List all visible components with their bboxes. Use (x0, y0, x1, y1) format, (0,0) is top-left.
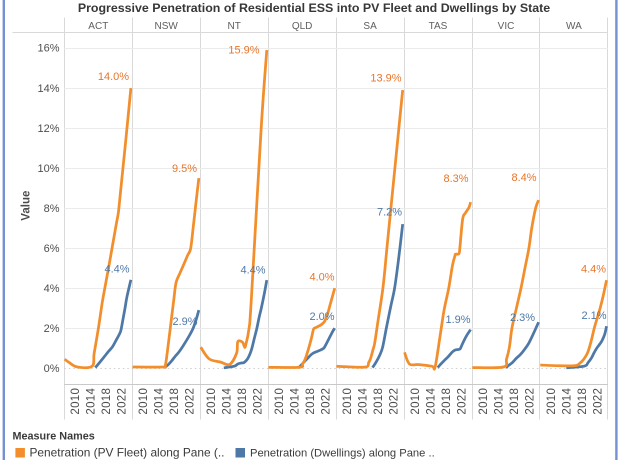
svg-text:0%: 0% (44, 363, 60, 375)
svg-text:2.0%: 2.0% (309, 311, 334, 323)
svg-text:2.3%: 2.3% (510, 312, 535, 324)
svg-text:4.4%: 4.4% (104, 263, 129, 275)
svg-text:2010: 2010 (546, 388, 558, 415)
svg-text:WA: WA (566, 21, 582, 32)
svg-text:SA: SA (363, 21, 377, 32)
svg-text:13.9%: 13.9% (370, 72, 401, 84)
svg-text:2018: 2018 (373, 388, 385, 415)
svg-text:2018: 2018 (237, 388, 249, 415)
svg-text:2014: 2014 (493, 388, 505, 415)
svg-text:10%: 10% (37, 163, 59, 175)
svg-text:Progressive Penetration of Res: Progressive Penetration of Residential E… (78, 1, 550, 15)
svg-text:2010: 2010 (138, 388, 150, 415)
svg-text:6%: 6% (44, 243, 60, 255)
svg-text:2010: 2010 (410, 388, 422, 415)
svg-text:2014: 2014 (290, 388, 302, 415)
svg-text:2018: 2018 (577, 388, 589, 415)
svg-text:ACT: ACT (88, 21, 108, 32)
svg-text:2014: 2014 (357, 388, 369, 415)
svg-text:4.4%: 4.4% (240, 264, 265, 276)
svg-text:2010: 2010 (70, 388, 82, 415)
svg-text:2018: 2018 (305, 388, 317, 415)
svg-text:2018: 2018 (509, 388, 521, 415)
svg-text:14.0%: 14.0% (98, 71, 129, 83)
svg-text:8.3%: 8.3% (443, 173, 468, 185)
svg-text:9.5%: 9.5% (172, 163, 197, 175)
svg-text:2014: 2014 (425, 388, 437, 415)
svg-text:Measure Names: Measure Names (13, 431, 95, 443)
svg-text:VIC: VIC (498, 21, 515, 32)
svg-text:2018: 2018 (441, 388, 453, 415)
svg-text:2.9%: 2.9% (172, 316, 197, 328)
svg-text:2%: 2% (44, 323, 60, 335)
svg-text:4%: 4% (44, 283, 60, 295)
svg-text:2018: 2018 (101, 388, 113, 415)
svg-text:2022: 2022 (253, 388, 265, 415)
svg-text:Value: Value (21, 191, 33, 221)
svg-text:15.9%: 15.9% (228, 45, 259, 57)
svg-text:12%: 12% (37, 123, 59, 135)
svg-text:Penetration (PV Fleet) along P: Penetration (PV Fleet) along Pane (.. (30, 446, 225, 460)
svg-text:2010: 2010 (342, 388, 354, 415)
svg-text:16%: 16% (37, 43, 59, 55)
svg-text:4.0%: 4.0% (309, 271, 334, 283)
svg-text:2.1%: 2.1% (581, 310, 606, 322)
svg-text:1.9%: 1.9% (445, 314, 470, 326)
svg-text:2022: 2022 (117, 388, 129, 415)
svg-text:Penetration (Dwellings) along: Penetration (Dwellings) along Pane .. (250, 448, 435, 460)
svg-text:NSW: NSW (155, 21, 179, 32)
svg-text:QLD: QLD (292, 21, 313, 32)
svg-text:2018: 2018 (169, 388, 181, 415)
svg-text:2014: 2014 (154, 388, 166, 415)
svg-text:2010: 2010 (478, 388, 490, 415)
svg-text:8.4%: 8.4% (511, 172, 536, 184)
svg-text:2022: 2022 (592, 388, 604, 415)
svg-text:8%: 8% (44, 203, 60, 215)
svg-text:4.4%: 4.4% (581, 263, 606, 275)
svg-text:NT: NT (228, 21, 241, 32)
svg-text:2022: 2022 (524, 388, 536, 415)
svg-text:2014: 2014 (561, 388, 573, 415)
svg-text:2010: 2010 (206, 388, 218, 415)
svg-text:2022: 2022 (185, 388, 197, 415)
svg-text:2010: 2010 (274, 388, 286, 415)
svg-text:TAS: TAS (429, 21, 448, 32)
svg-text:2022: 2022 (457, 388, 469, 415)
svg-text:2022: 2022 (321, 388, 333, 415)
svg-text:2022: 2022 (389, 388, 401, 415)
svg-text:7.2%: 7.2% (377, 206, 402, 218)
svg-text:14%: 14% (37, 83, 59, 95)
svg-text:2014: 2014 (86, 388, 98, 415)
svg-text:2014: 2014 (222, 388, 234, 415)
